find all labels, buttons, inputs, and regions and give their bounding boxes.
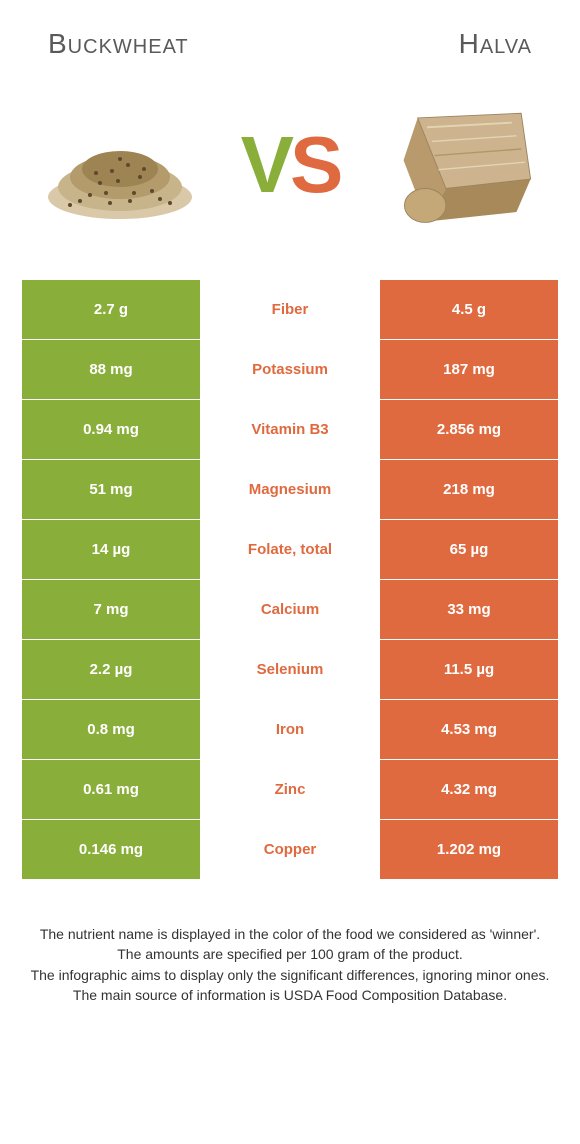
vs-label: VS xyxy=(241,125,340,205)
value-left: 88 mg xyxy=(22,340,200,399)
halva-icon xyxy=(380,90,540,240)
value-right: 65 µg xyxy=(380,520,558,579)
nutrient-table: 2.7 gFiber4.5 g88 mgPotassium187 mg0.94 … xyxy=(0,280,580,879)
footer-line: The nutrient name is displayed in the co… xyxy=(28,924,552,944)
footer-notes: The nutrient name is displayed in the co… xyxy=(0,880,580,1005)
nutrient-label: Magnesium xyxy=(200,460,380,519)
value-right: 4.32 mg xyxy=(380,760,558,819)
nutrient-label: Selenium xyxy=(200,640,380,699)
food-left-title: Buckwheat xyxy=(48,28,189,60)
value-right: 11.5 µg xyxy=(380,640,558,699)
table-row: 0.146 mgCopper1.202 mg xyxy=(22,820,558,879)
nutrient-label: Iron xyxy=(200,700,380,759)
food-right-title: Halva xyxy=(459,28,532,60)
value-right: 2.856 mg xyxy=(380,400,558,459)
value-right: 1.202 mg xyxy=(380,820,558,879)
food-right-image xyxy=(380,95,540,235)
nutrient-label: Calcium xyxy=(200,580,380,639)
nutrient-label: Vitamin B3 xyxy=(200,400,380,459)
table-row: 14 µgFolate, total65 µg xyxy=(22,520,558,579)
hero-row: VS xyxy=(0,60,580,280)
nutrient-label: Fiber xyxy=(200,280,380,339)
footer-line: The infographic aims to display only the… xyxy=(28,965,552,985)
value-right: 4.5 g xyxy=(380,280,558,339)
value-right: 218 mg xyxy=(380,460,558,519)
table-row: 0.94 mgVitamin B32.856 mg xyxy=(22,400,558,459)
value-left: 0.94 mg xyxy=(22,400,200,459)
value-left: 2.7 g xyxy=(22,280,200,339)
value-left: 2.2 µg xyxy=(22,640,200,699)
footer-line: The main source of information is USDA F… xyxy=(28,985,552,1005)
value-right: 33 mg xyxy=(380,580,558,639)
value-left: 0.146 mg xyxy=(22,820,200,879)
table-row: 7 mgCalcium33 mg xyxy=(22,580,558,639)
nutrient-label: Folate, total xyxy=(200,520,380,579)
table-row: 88 mgPotassium187 mg xyxy=(22,340,558,399)
food-left-image xyxy=(40,95,200,235)
value-left: 14 µg xyxy=(22,520,200,579)
table-row: 0.8 mgIron4.53 mg xyxy=(22,700,558,759)
nutrient-label: Zinc xyxy=(200,760,380,819)
value-right: 4.53 mg xyxy=(380,700,558,759)
table-row: 51 mgMagnesium218 mg xyxy=(22,460,558,519)
nutrient-label: Copper xyxy=(200,820,380,879)
table-row: 2.7 gFiber4.5 g xyxy=(22,280,558,339)
table-row: 2.2 µgSelenium11.5 µg xyxy=(22,640,558,699)
value-left: 0.8 mg xyxy=(22,700,200,759)
buckwheat-icon xyxy=(40,105,200,225)
nutrient-label: Potassium xyxy=(200,340,380,399)
value-left: 7 mg xyxy=(22,580,200,639)
table-row: 0.61 mgZinc4.32 mg xyxy=(22,760,558,819)
value-left: 51 mg xyxy=(22,460,200,519)
footer-line: The amounts are specified per 100 gram o… xyxy=(28,944,552,964)
header: Buckwheat Halva xyxy=(0,0,580,60)
value-right: 187 mg xyxy=(380,340,558,399)
value-left: 0.61 mg xyxy=(22,760,200,819)
